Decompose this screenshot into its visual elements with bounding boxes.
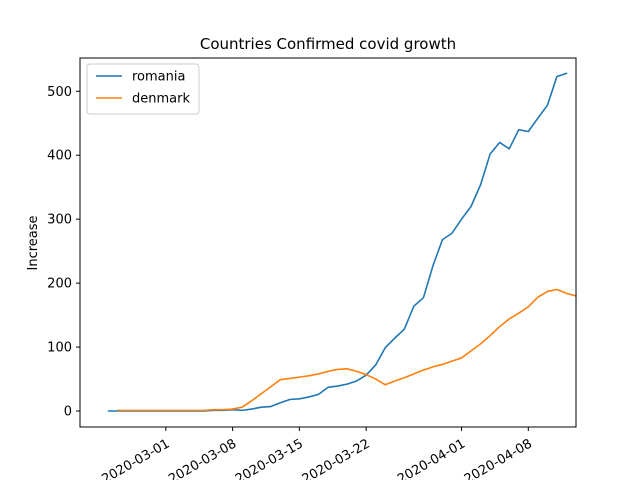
axes-frame <box>79 57 577 428</box>
y-axis-label: Increase <box>26 215 41 270</box>
plot-area <box>107 72 577 412</box>
y-tick-label: 300 <box>47 213 72 228</box>
legend: romania denmark <box>86 63 200 115</box>
series-line-denmark <box>117 288 577 412</box>
y-tick-label: 200 <box>47 277 72 292</box>
legend-label-denmark: denmark <box>132 92 190 107</box>
y-axis: 0 100 200 300 400 500 <box>47 85 80 420</box>
y-tick-label: 400 <box>47 149 72 164</box>
y-tick-label: 500 <box>47 85 72 100</box>
series-lines <box>107 72 577 412</box>
legend-label-romania: romania <box>132 70 185 85</box>
y-tick-label: 100 <box>47 341 72 356</box>
chart-title: Countries Confirmed covid growth <box>200 35 456 53</box>
y-tick-label: 0 <box>64 405 72 420</box>
